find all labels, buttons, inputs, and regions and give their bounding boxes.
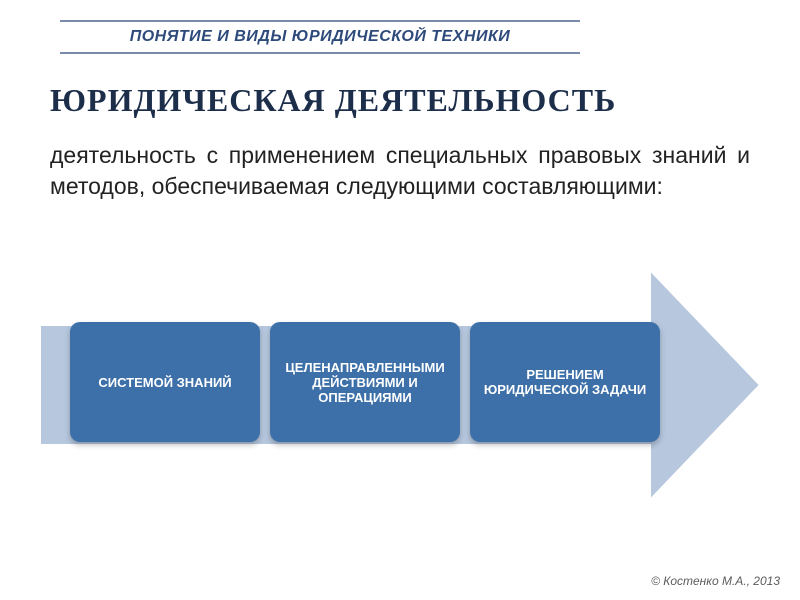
copyright-text: © Костенко М.А., 2013 — [651, 574, 780, 588]
process-box-2-label: ЦЕЛЕНАПРАВЛЕННЫМИ ДЕЙСТВИЯМИ И ОПЕРАЦИЯМ… — [280, 360, 450, 405]
process-box-2: ЦЕЛЕНАПРАВЛЕННЫМИ ДЕЙСТВИЯМИ И ОПЕРАЦИЯМ… — [270, 322, 460, 442]
process-arrow-diagram: СИСТЕМОЙ ЗНАНИЙ ЦЕЛЕНАПРАВЛЕННЫМИ ДЕЙСТВ… — [40, 270, 760, 500]
page-subtitle-text: деятельность с применением специальных п… — [50, 142, 750, 199]
process-boxes: СИСТЕМОЙ ЗНАНИЙ ЦЕЛЕНАПРАВЛЕННЫМИ ДЕЙСТВ… — [70, 322, 660, 442]
process-box-1-label: СИСТЕМОЙ ЗНАНИЙ — [98, 375, 231, 390]
section-banner: ПОНЯТИЕ И ВИДЫ ЮРИДИЧЕСКОЙ ТЕХНИКИ — [60, 20, 580, 54]
page-title-text: ЮРИДИЧЕСКАЯ ДЕЯТЕЛЬНОСТЬ — [50, 82, 616, 118]
process-box-3-label: РЕШЕНИЕМ ЮРИДИЧЕСКОЙ ЗАДАЧИ — [480, 367, 650, 397]
page-subtitle: деятельность с применением специальных п… — [50, 140, 750, 202]
process-box-3: РЕШЕНИЕМ ЮРИДИЧЕСКОЙ ЗАДАЧИ — [470, 322, 660, 442]
section-banner-text: ПОНЯТИЕ И ВИДЫ ЮРИДИЧЕСКОЙ ТЕХНИКИ — [130, 28, 511, 45]
copyright: © Костенко М.А., 2013 — [651, 574, 780, 588]
page-title: ЮРИДИЧЕСКАЯ ДЕЯТЕЛЬНОСТЬ — [50, 82, 616, 119]
process-box-1: СИСТЕМОЙ ЗНАНИЙ — [70, 322, 260, 442]
